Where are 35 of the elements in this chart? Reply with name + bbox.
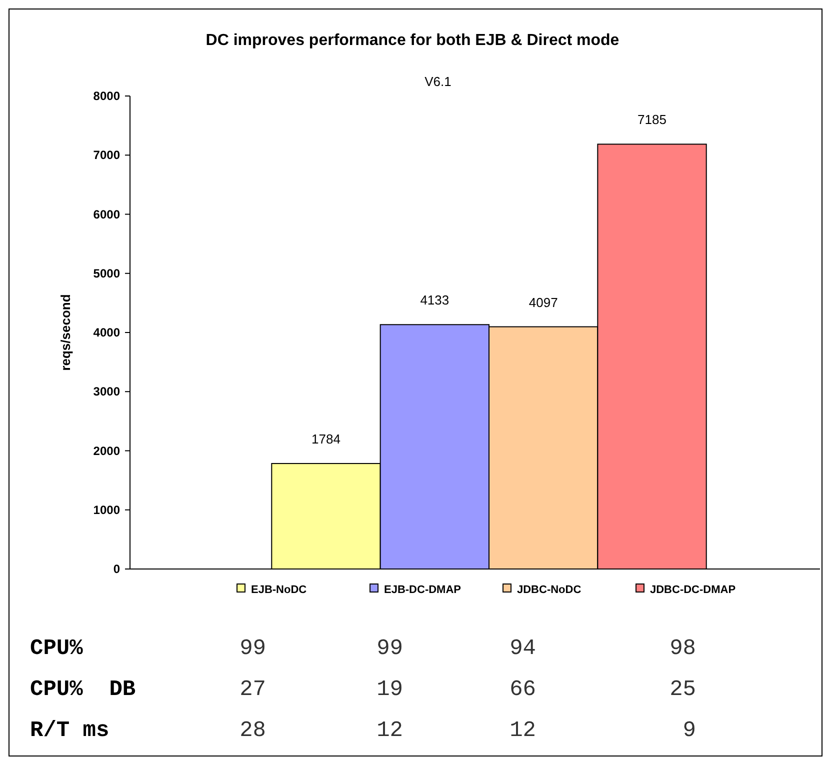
y-axis-title: reqs/second (58, 294, 73, 371)
legend-label: EJB-NoDC (251, 584, 307, 596)
data-label: 4097 (528, 294, 558, 310)
text: 9 (682, 718, 696, 743)
text: R/T ms (30, 718, 110, 743)
text: 12 (376, 718, 403, 743)
data-label: 7185 (638, 112, 666, 128)
y-tick-label: 3000 (93, 384, 120, 399)
legend-label: EJB-DC-DMAP (384, 584, 461, 596)
y-tick-label: 7000 (93, 148, 120, 162)
chart-subtitle: V6.1 (424, 74, 452, 89)
text: 94 (510, 636, 536, 661)
text: 25 (670, 677, 696, 702)
data-label: 1784 (312, 432, 340, 447)
text: CPU% (30, 636, 84, 661)
data-label: 4133 (420, 292, 450, 308)
text: 99 (240, 636, 266, 661)
y-tick-label: 8000 (93, 89, 120, 103)
y-tick-label: 5000 (93, 266, 120, 280)
text: 19 (376, 677, 403, 702)
chart-title: DC improves performance for both EJB & Direct mode (206, 32, 620, 49)
legend-label: JDBC-NoDC (517, 584, 582, 596)
text: 99 (376, 636, 403, 661)
text: 12 (510, 718, 536, 743)
y-tick-label: 1000 (93, 502, 120, 517)
y-tick-label: 0 (113, 562, 120, 576)
text: 28 (240, 718, 266, 743)
text: 27 (240, 677, 266, 702)
y-tick-label: 6000 (93, 207, 120, 222)
y-tick-label: 2000 (93, 444, 120, 458)
text: CPU% DB (30, 677, 136, 702)
legend-label: JDBC-DC-DMAP (650, 584, 736, 596)
text: 98 (670, 636, 696, 661)
text: 66 (510, 677, 536, 702)
y-tick-label: 4000 (93, 326, 120, 340)
